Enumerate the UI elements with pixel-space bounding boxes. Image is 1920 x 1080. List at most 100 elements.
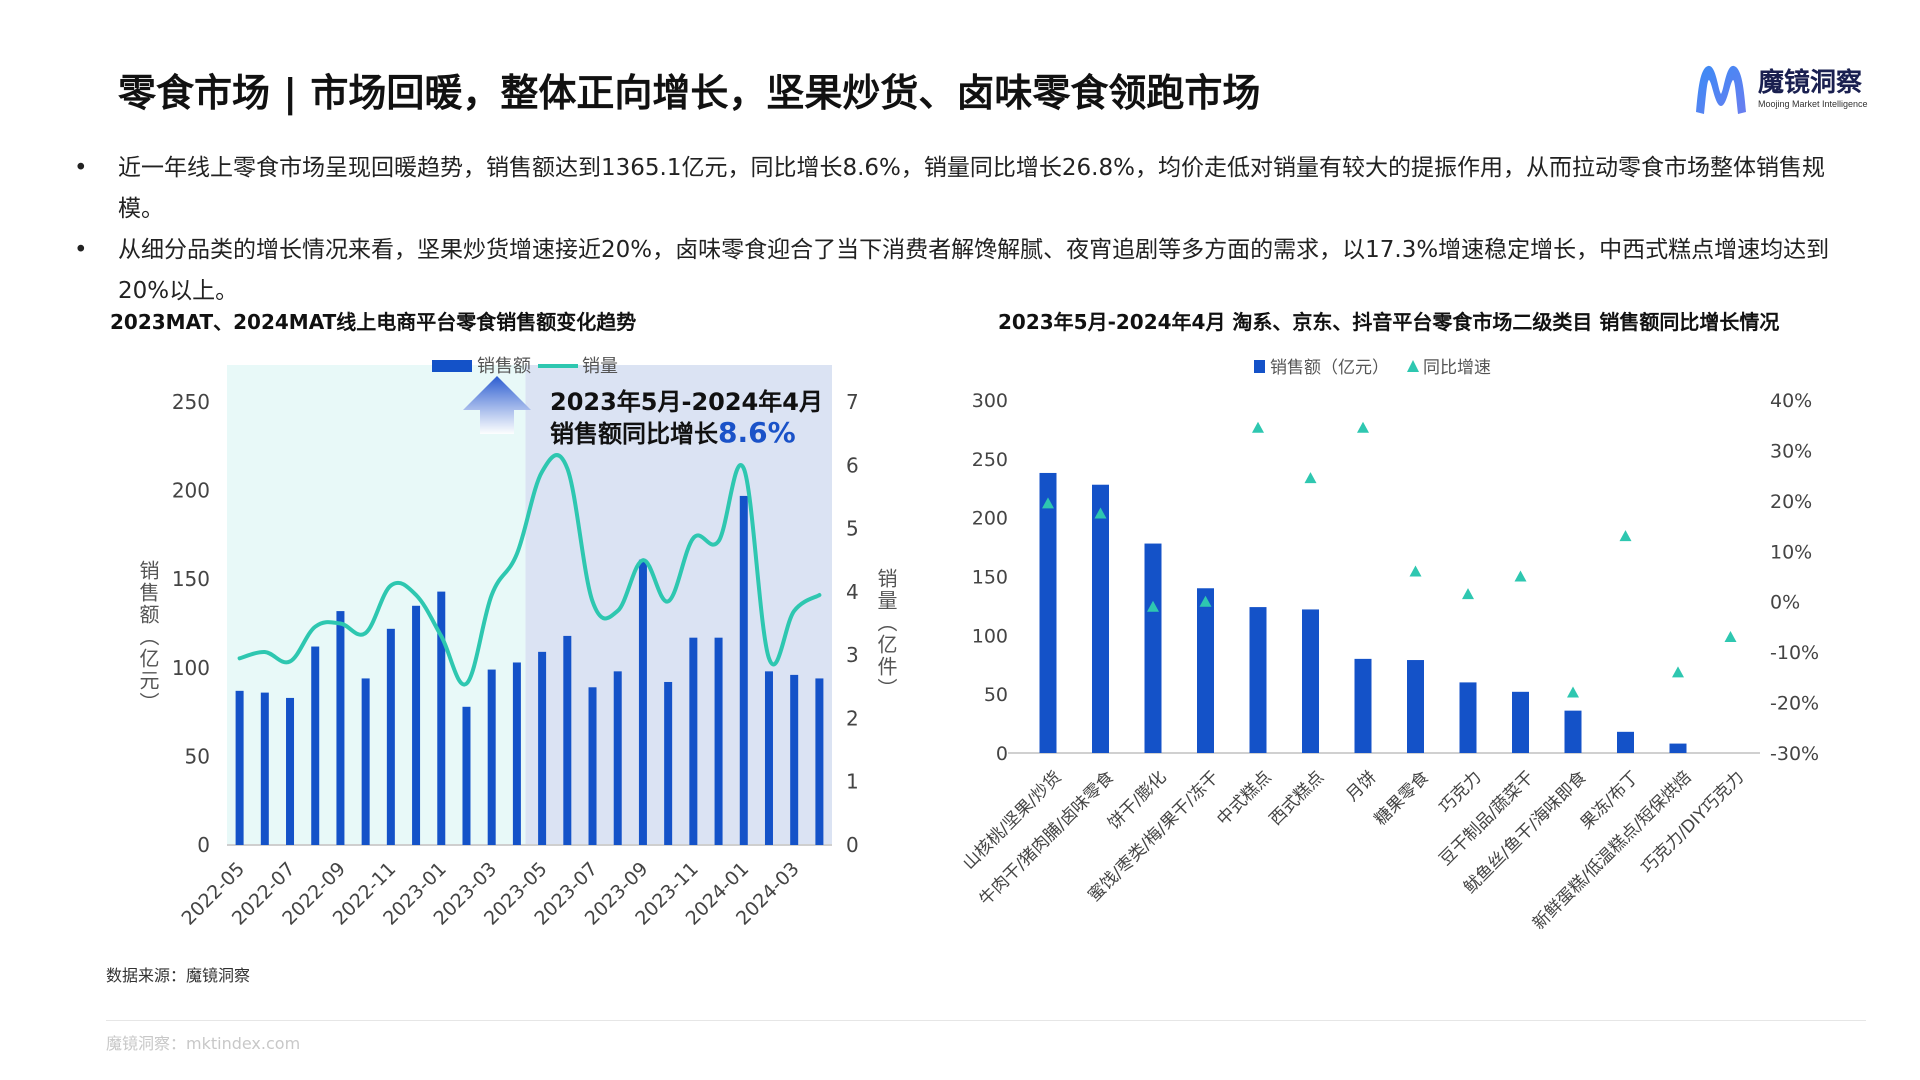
y-tick-label: 200: [972, 508, 1008, 530]
sales-bar: [538, 651, 547, 845]
y-axis-title: 销售额（亿元）: [136, 560, 160, 714]
y2-tick-label: 40%: [1770, 390, 1812, 412]
category-sales-bar: [1617, 731, 1634, 753]
growth-triangle-marker: [1409, 565, 1422, 577]
y2-tick-label: 10%: [1770, 541, 1812, 563]
sales-bar: [235, 690, 244, 845]
legend-sales-label: 销售额: [477, 356, 531, 377]
bullet-dot: •: [74, 237, 88, 263]
category-sales-bar: [1354, 658, 1372, 753]
sales-bar: [286, 697, 295, 845]
y2-tick-label: 3: [846, 643, 859, 667]
page-title: 零食市场 | 市场回暖，整体正向增长，坚果炒货、卤味零食领跑市场: [118, 71, 1261, 115]
sales-bar: [664, 681, 673, 845]
volume-line: [237, 453, 822, 687]
up-arrow-icon: [463, 376, 531, 434]
category-sales-bar: [1197, 588, 1214, 753]
category-label: 巧克力: [1435, 767, 1485, 817]
moojing-logo-icon: [1696, 65, 1746, 114]
y-tick-label: 50: [185, 744, 210, 768]
y2-axis-title: 销量（亿件）: [874, 568, 898, 700]
category-sales-bar: [1512, 691, 1529, 753]
category-label: 糖果零食: [1371, 767, 1433, 829]
sales-bar: [689, 637, 698, 845]
legend-sales-swatch: [1254, 360, 1265, 373]
footer-site: 魔镜洞察：mktindex.com: [106, 1034, 301, 1053]
right-chart-title: 2023年5月-2024年4月 淘系、京东、抖音平台零食市场二级类目 销售额同比…: [998, 310, 1780, 334]
sales-bar: [260, 692, 269, 845]
y-tick-label: 150: [972, 567, 1008, 589]
y-tick-label: 50: [984, 684, 1008, 706]
logo-cn-text: 魔镜洞察: [1758, 68, 1863, 98]
logo-en-text: Moojing Market Intelligence: [1758, 99, 1868, 109]
growth-triangle-marker: [1147, 600, 1159, 612]
growth-triangle-marker: [1304, 472, 1317, 484]
legend-growth-swatch: [1407, 360, 1419, 372]
y2-tick-label: -10%: [1770, 642, 1819, 664]
category-sales-bar: [1564, 710, 1582, 753]
category-sales-bar: [1459, 682, 1477, 753]
sales-bar: [714, 637, 723, 845]
sales-bar: [764, 671, 773, 845]
category-sales-bar: [1249, 607, 1267, 753]
summary-bullets: • 近一年线上零食市场呈现回暖趋势，销售额达到1365.1亿元，同比增长8.6%…: [70, 148, 1850, 312]
y-tick-label: 150: [172, 567, 210, 591]
y2-tick-label: 4: [846, 580, 859, 604]
bullet-text: 近一年线上零食市场呈现回暖趋势，销售额达到1365.1亿元，同比增长8.6%，销…: [118, 155, 1825, 222]
growth-triangle-marker: [1514, 570, 1527, 582]
bullet-dot: •: [74, 155, 88, 181]
category-label: 豆干制品/蔬菜干: [1436, 767, 1538, 869]
legend-sales-label: 销售额（亿元）: [1270, 358, 1389, 378]
y2-tick-label: 6: [846, 453, 859, 477]
growth-triangle-marker: [1357, 421, 1369, 433]
bullet-item: • 近一年线上零食市场呈现回暖趋势，销售额达到1365.1亿元，同比增长8.6%…: [70, 148, 1850, 230]
y2-tick-label: 7: [846, 390, 859, 414]
growth-triangle-marker: [1252, 421, 1264, 433]
growth-triangle-marker: [1724, 631, 1737, 643]
category-sales-bar: [1039, 472, 1057, 753]
left-chart-title: 2023MAT、2024MAT线上电商平台零食销售额变化趋势: [110, 310, 637, 334]
logo: 魔镜洞察 Moojing Market Intelligence: [1690, 58, 1890, 120]
period-2024mat-bg: [525, 365, 832, 845]
growth-triangle-marker: [1094, 507, 1107, 519]
category-label: 西式糕点: [1266, 767, 1328, 829]
sales-bar: [790, 674, 799, 845]
legend-volume-label: 销量: [582, 356, 618, 377]
sales-bar: [462, 706, 471, 845]
sales-bar: [336, 611, 345, 845]
y-tick-label: 100: [172, 656, 210, 680]
sales-bar: [815, 678, 824, 845]
category-sales-bar: [1302, 609, 1319, 753]
sales-bar: [512, 662, 521, 845]
y2-tick-label: 0%: [1770, 592, 1800, 614]
y-tick-label: 0: [996, 743, 1008, 765]
sales-bar: [739, 495, 748, 845]
category-sales-bar: [1092, 484, 1109, 753]
right-chart: 0 50 100 150 200 250 300 -30% -20% -10% 0% 10% 20% 30…: [960, 358, 1819, 934]
category-sales-bar: [1407, 660, 1424, 753]
growth-triangle-marker: [1672, 666, 1684, 678]
y2-tick-label: -20%: [1770, 693, 1819, 715]
bullet-text: 从细分品类的增长情况来看，坚果炒货增速接近20%，卤味零食迎合了当下消费者解馋解…: [118, 237, 1830, 304]
growth-triangle-marker: [1199, 595, 1212, 607]
sales-bar: [638, 559, 647, 845]
growth-triangle-marker: [1462, 588, 1474, 600]
data-source: 数据来源：魔镜洞察: [106, 966, 251, 985]
y-tick-label: 100: [972, 625, 1008, 647]
sales-bar: [588, 687, 597, 845]
annotation-period: 2023年5月-2024年4月: [550, 388, 823, 416]
sales-bar: [311, 646, 320, 845]
y2-tick-label: -30%: [1770, 743, 1819, 765]
y2-tick-label: 0: [846, 833, 859, 857]
sales-bar: [613, 671, 622, 845]
y2-tick-label: 5: [846, 517, 859, 541]
y-tick-label: 300: [972, 390, 1008, 412]
sales-bar: [386, 628, 395, 845]
y2-tick-label: 2: [846, 706, 859, 730]
y-tick-label: 200: [172, 479, 210, 503]
legend-sales-swatch: [432, 360, 472, 372]
footer-divider: [106, 1020, 1866, 1021]
category-sales-bar: [1144, 543, 1162, 753]
y2-tick-label: 1: [846, 770, 859, 794]
